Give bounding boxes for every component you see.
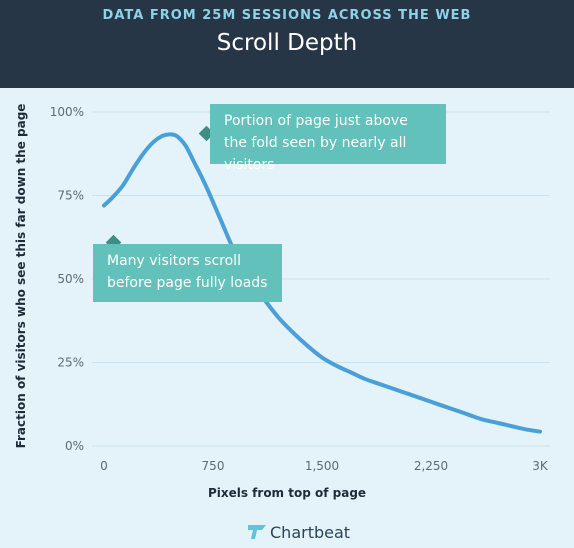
- scroll-depth-line: [102, 132, 542, 434]
- fold-callout: Portion of page just above the fold seen…: [210, 104, 446, 173]
- chartbeat-logo-icon: [248, 525, 266, 539]
- y-axis-label: Fraction of visitors who see this far do…: [14, 103, 28, 449]
- x-tick-label: 750: [202, 459, 225, 473]
- chart-subtitle: DATA FROM 25M SESSIONS ACROSS THE WEB: [102, 8, 472, 23]
- header-bar: DATA FROM 25M SESSIONS ACROSS THE WEB Sc…: [0, 0, 574, 88]
- loading-callout: Many visitors scroll before page fully l…: [93, 244, 282, 302]
- y-tick-label: 100%: [50, 105, 84, 119]
- x-axis-label: Pixels from top of page: [207, 486, 367, 500]
- y-tick-label: 50%: [57, 272, 84, 286]
- chartbeat-logo: Chartbeat: [246, 522, 350, 542]
- x-tick-label: 0: [100, 459, 108, 473]
- y-tick-label: 0%: [65, 439, 84, 453]
- x-tick-label: 3K: [532, 459, 549, 473]
- x-tick-label: 2,250: [414, 459, 448, 473]
- chart-title: Scroll Depth: [216, 30, 358, 56]
- x-tick-label: 1,500: [305, 459, 339, 473]
- chartbeat-logo-text: Chartbeat: [270, 522, 351, 542]
- y-tick-label: 75%: [57, 189, 84, 203]
- y-tick-label: 25%: [57, 356, 84, 370]
